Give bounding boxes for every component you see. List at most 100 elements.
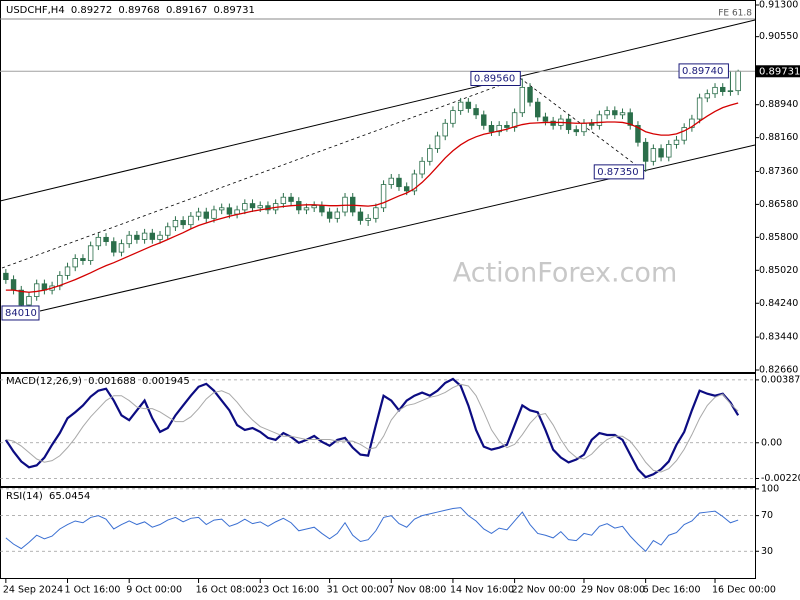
candle-body [511,112,518,128]
candle-body [365,217,371,221]
y-tick-label: 0.82660 [759,365,798,376]
candle-body [573,129,579,133]
main-pane-frame [0,0,756,373]
candle-body [612,110,618,116]
candle-body [195,211,202,217]
header-high: 0.89768 [118,5,159,16]
candle-body [488,124,495,133]
y-tick-label: -0.002201 [761,473,800,484]
annotation-box [1,305,40,321]
candle-body [18,289,24,306]
x-tick-label: 6 Dec 16:00 [643,585,701,596]
channel-upper [0,19,756,202]
candle-body [180,220,186,226]
header-low: 0.89167 [166,5,207,16]
macd-pane-frame [0,373,756,487]
x-tick-label: 24 Sep 2024 [3,585,63,596]
x-tick-label: 22 Nov 00:00 [512,585,576,596]
candle-body [696,97,703,120]
candle-body [403,186,410,192]
header-open: 0.89272 [71,5,112,16]
rsi-pane-frame [0,487,756,579]
candle-body [103,236,109,242]
y-tick-label: 100 [761,483,779,494]
candle-body [604,110,610,116]
candle-body [226,207,233,215]
candle-body [704,93,711,99]
candle-body [596,114,603,126]
candle-body [388,177,394,185]
candle-body [72,258,78,268]
macd-value: 0.001688 [88,376,136,387]
candle-body [504,124,510,128]
moving-average [5,102,739,293]
candle-body [95,236,102,247]
candle-body [126,234,132,245]
candle-body [434,135,441,150]
candle-body [720,86,726,92]
candle-body [319,205,325,213]
x-tick-label: 16 Oct 08:00 [196,585,258,596]
x-tick-label: 7 Nov 08:00 [388,585,446,596]
candle-body [619,112,626,116]
candle-body [442,122,448,137]
candle-body [149,232,156,240]
annotation-label: 84010 [5,308,37,319]
candle-body [627,112,633,126]
candle-body [165,226,171,236]
candle-body [712,86,718,95]
candle-body [727,90,734,92]
annotation-box [678,63,729,79]
y-tick-label: 0.85800 [759,232,798,243]
candle-body [134,234,140,240]
x-tick-label: 23 Oct 16:00 [257,585,319,596]
candle-body [218,207,225,211]
annotation-box [470,70,521,86]
y-tick-label: 0.91300 [759,0,798,10]
candle-body [242,203,248,211]
signal-value: 0.001945 [142,376,190,387]
main-header: USDCHF,H4 0.89272 0.89768 0.89167 0.8973… [6,5,255,16]
candle-body [64,266,71,276]
candle-body [535,101,541,118]
candle-body [118,243,125,253]
candle-body [565,118,572,131]
y-tick-label: 0.84240 [759,298,798,309]
candle-body [673,139,680,145]
x-tick-label: 16 Dec 00:00 [712,585,776,596]
x-tick-label: 14 Nov 16:00 [450,585,514,596]
candle-body [188,215,194,226]
rsi-value: 65.0454 [49,491,90,502]
rsi-title: RSI(14) [6,491,43,502]
candle-body [26,296,32,306]
rsi-header: RSI(14) 65.0454 [6,491,90,502]
candle-body [326,211,333,219]
candle-body [450,110,456,124]
y-tick-label: 0.86580 [759,199,798,210]
annotation-label: 0.89740 [682,66,723,77]
candle-body [735,70,741,92]
candle-body [650,148,657,162]
candle-body [373,207,379,219]
annotation-label: 0.87350 [597,167,638,178]
annotation-box [593,164,645,180]
candle-body [473,108,479,116]
annotation-label: 0.89560 [474,73,515,84]
candle-body [427,148,433,162]
candle-body [527,86,533,103]
current-price-box [756,65,800,78]
candle-body [234,209,240,215]
channel-mid [1,77,521,269]
candle-body [496,124,502,133]
x-tick-label: 31 Oct 00:00 [327,585,389,596]
y-tick-label: 0.00 [761,437,782,448]
indicator-line [5,383,739,473]
fe-label: FE 61.8 [718,9,752,19]
candle-body [10,279,17,291]
header-close: 0.89731 [214,5,255,16]
candle-body [457,101,464,112]
y-tick-label: 0.85020 [759,265,798,276]
y-tick-label: 0.90550 [759,31,798,42]
candle-body [542,116,549,122]
